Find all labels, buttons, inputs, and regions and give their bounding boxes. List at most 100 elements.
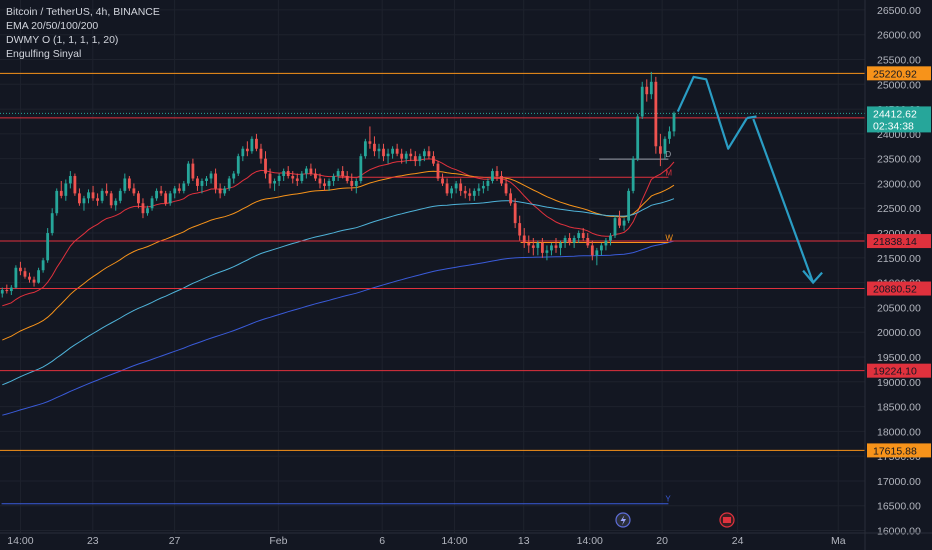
candle-body: [640, 86, 644, 117]
candle-body: [336, 171, 340, 177]
symbol-title[interactable]: Bitcoin / TetherUS, 4h, BINANCE: [6, 6, 160, 18]
candle-body: [73, 176, 77, 194]
candle-body: [196, 178, 199, 186]
candle-body: [654, 81, 658, 147]
level-price-tag-text: 17615.88: [873, 445, 917, 457]
candle-body: [468, 193, 472, 196]
candle-body: [19, 267, 22, 272]
candle-body: [295, 178, 299, 181]
candle-body: [672, 113, 676, 132]
candle-body: [373, 143, 376, 152]
candle-body: [354, 180, 358, 186]
candle-body: [568, 237, 572, 243]
time-tick-label: 20: [656, 535, 668, 547]
candle-body: [509, 193, 513, 204]
candle-body: [613, 218, 617, 236]
candle-body: [436, 163, 440, 179]
candle-body: [627, 190, 631, 221]
current-price-text: 24412.62: [873, 108, 917, 120]
candle-body: [559, 242, 562, 248]
candle-body: [495, 171, 499, 177]
engulfing-indicator-label[interactable]: Engulfing Sinyal: [6, 48, 82, 60]
level-price-tag-text: 20880.52: [873, 284, 917, 296]
candle-body: [64, 183, 68, 196]
lightning-glyph: [620, 515, 626, 526]
time-axis[interactable]: 14:00 23 27 Feb 6 14:00 13 14:00 20 24 Ma: [0, 532, 932, 547]
candle-body: [481, 185, 485, 189]
candle-body: [68, 176, 72, 184]
price-tick-label: 26000.00: [877, 30, 921, 42]
time-tick-label: 27: [169, 535, 181, 547]
price-tick-label: 21500.00: [877, 253, 921, 265]
price-axis[interactable]: 16000.0016500.0017000.0017500.0018000.00…: [864, 0, 931, 550]
candle-body: [245, 148, 249, 152]
candle-body: [527, 242, 531, 246]
candle-body: [14, 267, 18, 288]
candle-body: [227, 178, 231, 189]
dwmy-tag: W: [665, 233, 673, 242]
candle-body: [590, 245, 594, 256]
level-price-tag-text: 19224.10: [873, 366, 917, 378]
earnings-glyph: [723, 517, 731, 523]
candle-body: [123, 178, 127, 191]
dwmy-tag: M: [665, 168, 672, 177]
candle-body: [87, 192, 90, 199]
price-tick-label: 19500.00: [877, 352, 921, 364]
candle-body: [41, 260, 45, 271]
candle-body: [168, 193, 172, 204]
arrow-down-leg: [752, 118, 815, 283]
price-tick-label: 18000.00: [877, 426, 921, 438]
candle-body: [241, 148, 245, 157]
candle-body: [46, 233, 50, 261]
candle-body: [350, 180, 354, 186]
candle-body: [232, 173, 236, 179]
candle-body: [477, 188, 481, 191]
candle-body: [668, 131, 671, 139]
dwmy-levels: DM W Y: [1, 150, 673, 505]
candle-body: [96, 198, 99, 201]
countdown-text: 02:34:38: [873, 120, 914, 132]
candle-body: [82, 198, 86, 204]
level-price-tag: [867, 363, 931, 378]
candle-body: [200, 180, 204, 186]
candle-body: [658, 146, 662, 154]
candle-body: [164, 193, 168, 204]
candle-body: [50, 213, 54, 234]
level-price-tag-text: 25220.92: [873, 68, 917, 80]
ema-200-line: [2, 240, 675, 416]
candle-body: [663, 138, 667, 154]
price-tick-label: 26500.00: [877, 5, 921, 17]
candle-body: [404, 153, 408, 159]
candle-body: [332, 176, 336, 181]
price-tick-label: 25500.00: [877, 54, 921, 66]
time-tick-label: 6: [379, 535, 385, 547]
candle-body: [341, 171, 345, 177]
candle-body: [413, 156, 417, 162]
candle-body: [563, 237, 567, 243]
time-tick-label: 24: [732, 535, 744, 547]
price-tick-label: 16500.00: [877, 501, 921, 513]
candle-body: [581, 233, 585, 238]
candle-body: [441, 178, 444, 184]
candle-body: [518, 223, 522, 236]
time-axis-icons: [615, 512, 735, 528]
ema-50-line: [2, 170, 675, 341]
current-price-tag: [867, 106, 931, 133]
ema-indicator-label[interactable]: EMA 20/50/100/200: [6, 20, 99, 32]
candle-body: [500, 176, 503, 184]
price-tick-label: 25000.00: [877, 79, 921, 91]
dwmy-indicator-label[interactable]: DWMY O (1, 1, 1, 1, 20): [6, 34, 119, 46]
candle-body: [323, 183, 326, 186]
candle-body: [531, 245, 535, 248]
candle-body: [609, 235, 612, 241]
candle-body: [427, 151, 431, 157]
candle-body: [109, 193, 113, 206]
candle-body: [9, 287, 13, 292]
candle-body: [622, 220, 626, 226]
price-tick-label: 17000.00: [877, 476, 921, 488]
candle-body: [259, 148, 263, 159]
candle-body: [205, 178, 208, 181]
candle-body: [286, 171, 290, 177]
